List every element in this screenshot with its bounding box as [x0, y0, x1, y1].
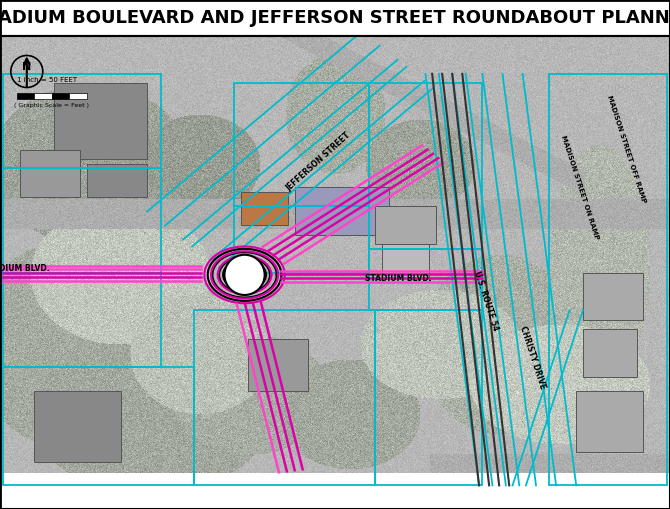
Bar — [583, 329, 636, 377]
Text: CHRISTY DRIVE: CHRISTY DRIVE — [518, 325, 547, 390]
Bar — [52, 93, 69, 99]
Bar — [234, 83, 368, 206]
Bar — [375, 310, 482, 486]
Bar — [3, 367, 194, 486]
Bar — [69, 93, 86, 99]
Bar — [234, 206, 368, 272]
Bar — [382, 244, 429, 282]
Text: JEFFERSON STREET: JEFFERSON STREET — [284, 130, 352, 192]
Bar — [34, 93, 52, 99]
Bar — [369, 249, 482, 310]
Text: ( Graphic Scale = Feet ): ( Graphic Scale = Feet ) — [14, 103, 89, 108]
Text: 1 inch = 50 FEET: 1 inch = 50 FEET — [17, 77, 77, 83]
Text: MADISON STREET ON RAMP: MADISON STREET ON RAMP — [560, 134, 599, 240]
Text: STADIUM BLVD.: STADIUM BLVD. — [0, 264, 50, 273]
Bar — [576, 391, 643, 452]
Bar — [3, 74, 161, 168]
Text: U.S. ROUTE 54: U.S. ROUTE 54 — [472, 270, 500, 332]
Text: MADISON STREET OFF RAMP: MADISON STREET OFF RAMP — [606, 95, 647, 204]
Text: STADIUM BOULEVARD AND JEFFERSON STREET ROUNDABOUT PLANNED: STADIUM BOULEVARD AND JEFFERSON STREET R… — [0, 9, 670, 27]
Bar — [0, 0, 670, 36]
Bar — [34, 391, 121, 462]
Bar — [583, 272, 643, 320]
Bar — [549, 74, 667, 486]
Bar — [194, 310, 375, 486]
Bar — [248, 338, 308, 391]
Bar — [87, 164, 147, 197]
Text: N: N — [22, 63, 31, 72]
Bar — [375, 206, 436, 244]
Bar — [17, 93, 34, 99]
Bar — [369, 83, 482, 249]
Bar — [241, 192, 288, 225]
Bar — [20, 150, 80, 197]
Circle shape — [224, 255, 265, 295]
Bar — [3, 272, 161, 367]
Bar — [295, 187, 389, 235]
Text: STADIUM BLVD.: STADIUM BLVD. — [365, 274, 432, 282]
Bar — [3, 168, 161, 272]
Bar — [54, 83, 147, 159]
Bar — [0, 0, 670, 36]
